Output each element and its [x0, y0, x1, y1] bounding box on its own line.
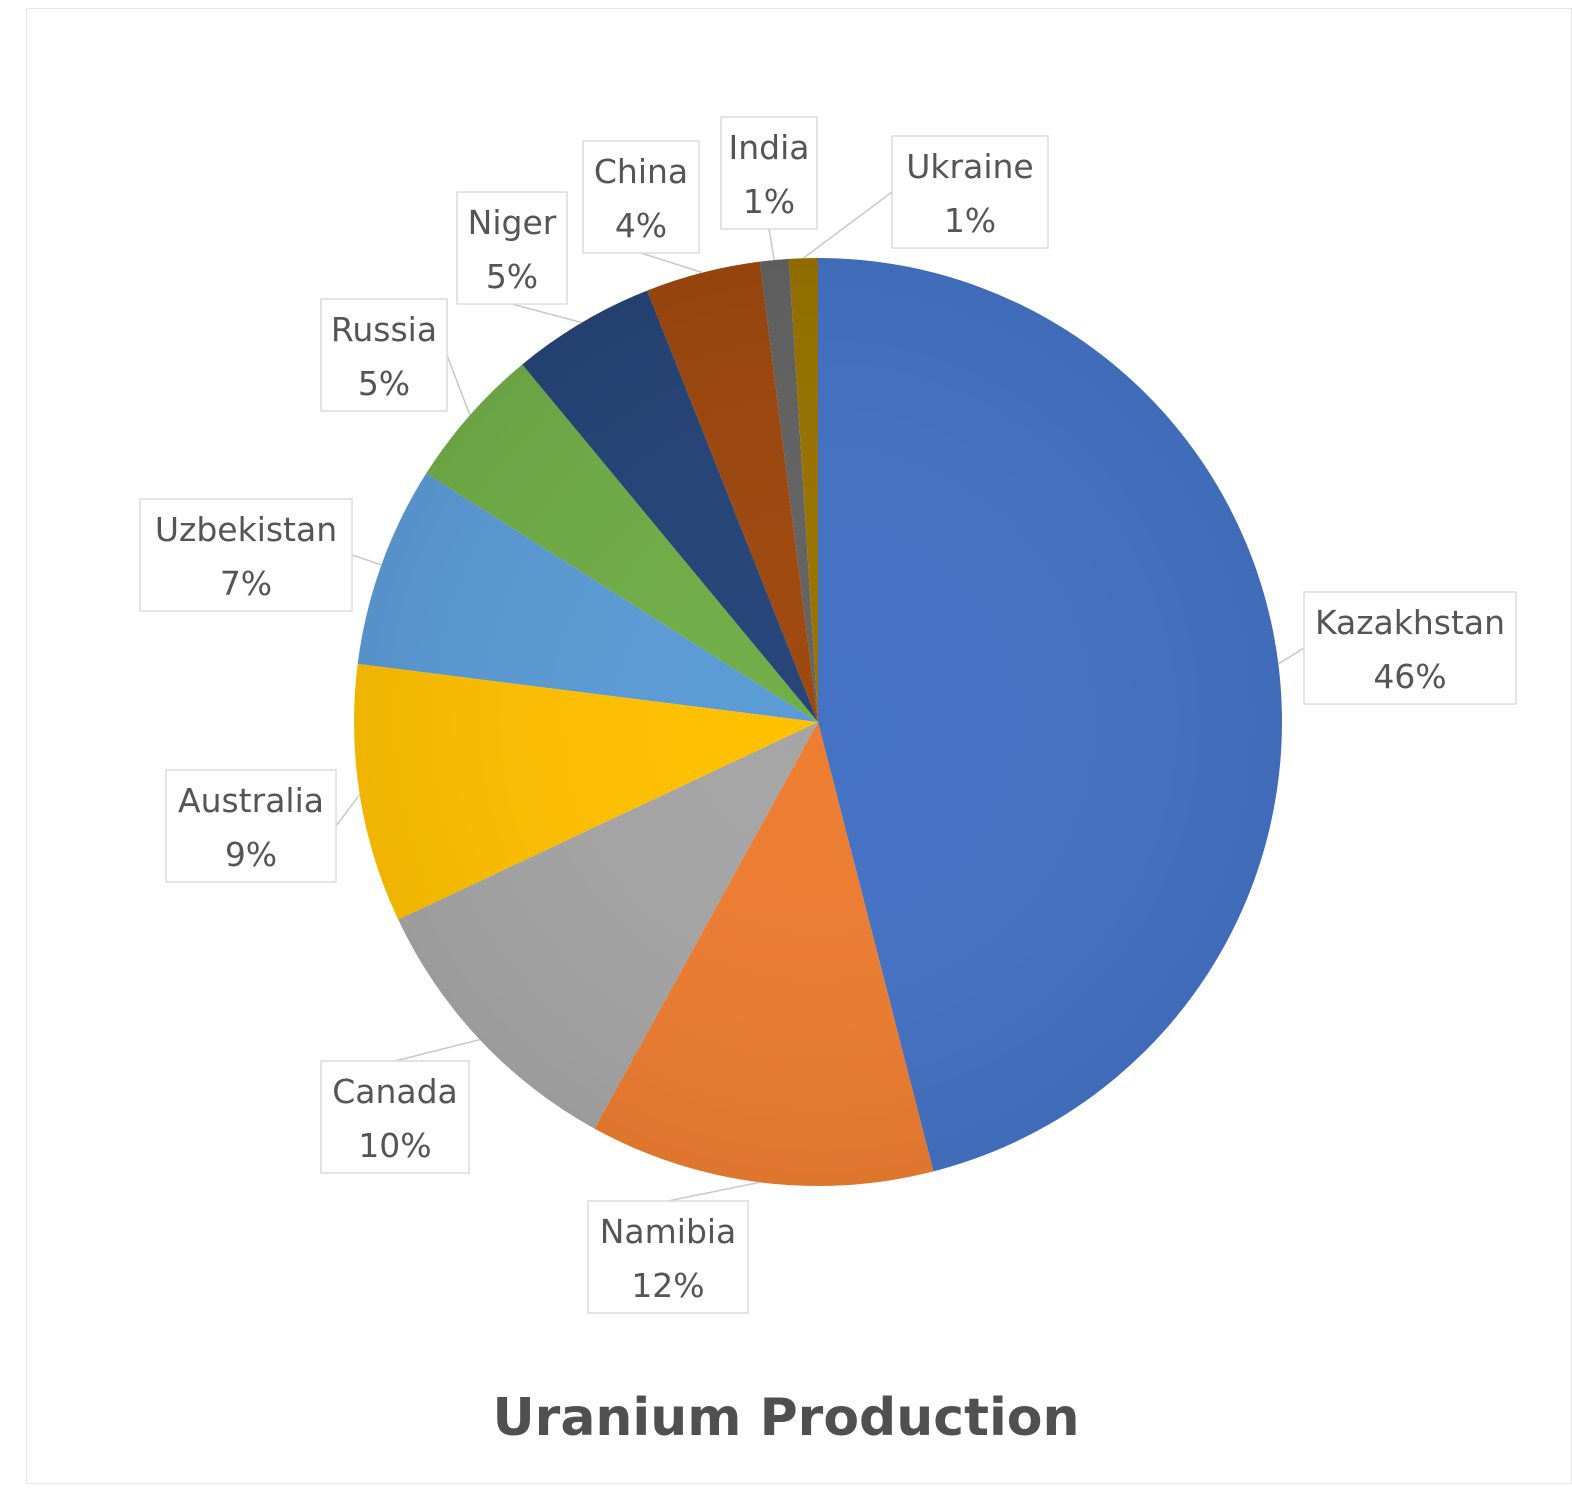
percent-label: 4% [615, 206, 667, 245]
percent-label: 10% [358, 1126, 431, 1165]
category-label: Niger [468, 203, 557, 242]
category-label: Russia [331, 310, 437, 349]
category-label: Namibia [600, 1212, 737, 1251]
data-label-china: China 4% [582, 140, 700, 254]
pie-slices [354, 258, 1282, 1186]
label-box [139, 498, 353, 612]
percent-label: 1% [944, 201, 996, 240]
data-label-canada: Canada 10% [320, 1060, 470, 1174]
data-label-namibia: Namibia 12% [587, 1200, 749, 1314]
leader-line-uzbekistan [351, 554, 382, 566]
label-box [320, 298, 448, 412]
label-box [1303, 591, 1517, 705]
label-box [320, 1060, 470, 1174]
leader-line-china [640, 252, 703, 274]
category-label: China [594, 152, 688, 191]
percent-label: 5% [358, 364, 410, 403]
data-label-ukraine: Ukraine 1% [891, 135, 1049, 249]
percent-label: 46% [1373, 657, 1446, 696]
label-box [891, 135, 1049, 249]
leader-line-russia [446, 354, 471, 416]
percent-label: 5% [486, 257, 538, 296]
data-label-australia: Australia 9% [165, 769, 337, 883]
leader-line-canada [394, 1038, 480, 1062]
chart-title: Uranium Production [492, 1388, 1080, 1448]
leader-lines [335, 191, 1305, 1202]
percent-label: 1% [743, 182, 795, 221]
percent-label: 7% [220, 564, 272, 603]
category-label: Canada [332, 1072, 458, 1111]
label-box [720, 116, 818, 230]
leader-line-niger [511, 303, 582, 324]
leader-line-ukraine [802, 191, 893, 259]
percent-label: 12% [631, 1266, 704, 1305]
leader-line-kazakhstan [1277, 647, 1305, 665]
data-label-uzbekistan: Uzbekistan 7% [139, 498, 353, 612]
data-label-russia: Russia 5% [320, 298, 448, 412]
category-label: Australia [178, 781, 324, 820]
data-labels: Kazakhstan 46% Namibia 12% Canada 10% Australi… [139, 116, 1517, 1314]
category-label: India [729, 128, 810, 167]
category-label: Ukraine [906, 147, 1033, 186]
label-box [456, 191, 568, 305]
data-label-kazakhstan: Kazakhstan 46% [1303, 591, 1517, 705]
leader-line-india [768, 228, 776, 261]
leader-line-australia [335, 794, 361, 827]
label-box [165, 769, 337, 883]
category-label: Kazakhstan [1315, 603, 1505, 642]
label-box [587, 1200, 749, 1314]
leader-line-namibia [667, 1181, 760, 1202]
data-label-india: India 1% [720, 116, 818, 230]
category-label: Uzbekistan [155, 510, 337, 549]
pie-sheen [354, 258, 1282, 1186]
data-label-niger: Niger 5% [456, 191, 568, 305]
percent-label: 9% [225, 835, 277, 874]
label-box [582, 140, 700, 254]
